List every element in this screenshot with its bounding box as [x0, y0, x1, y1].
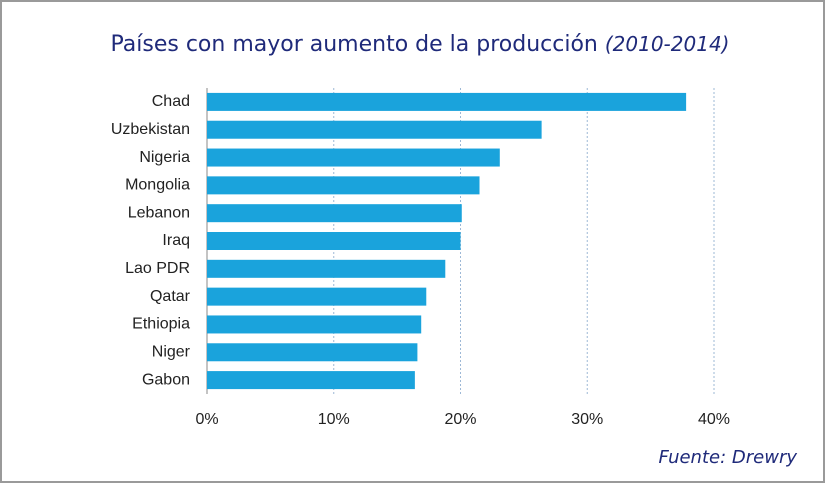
y-tick-label: Nigeria [139, 149, 190, 166]
subtitle: (2010-2014) [605, 32, 730, 56]
x-tick-label: 20% [444, 411, 476, 428]
bar [207, 287, 427, 306]
x-tick-label: 30% [571, 411, 603, 428]
bar [207, 120, 542, 139]
chart-title: Países con mayor aumento de la producció… [111, 32, 730, 58]
y-tick-label: Niger [152, 343, 191, 360]
source: Fuente: Drewry [658, 447, 797, 468]
y-tick-label: Qatar [150, 288, 191, 305]
y-tick-label: Lebanon [128, 204, 190, 221]
bar [207, 92, 687, 111]
x-tick-label: 10% [318, 411, 350, 428]
y-tick-label: Uzbekistan [111, 121, 190, 138]
bar [207, 148, 500, 167]
x-tick-label: 40% [698, 411, 730, 428]
title: Países con mayor aumento de la producció… [111, 32, 598, 57]
bar [207, 232, 461, 250]
y-tick-label: Ethiopia [132, 316, 190, 333]
bar [207, 204, 462, 223]
bar [207, 343, 418, 362]
y-tick-label: Mongolia [125, 177, 190, 194]
bar [207, 259, 446, 278]
bar [207, 315, 422, 334]
y-tick-label: Chad [152, 93, 190, 110]
y-tick-label: Lao PDR [125, 260, 190, 277]
bar [207, 176, 480, 195]
y-tick-label: Iraq [162, 232, 190, 249]
bar [207, 371, 415, 390]
x-tick-label: 0% [195, 411, 218, 428]
y-tick-label: Gabon [142, 371, 190, 388]
